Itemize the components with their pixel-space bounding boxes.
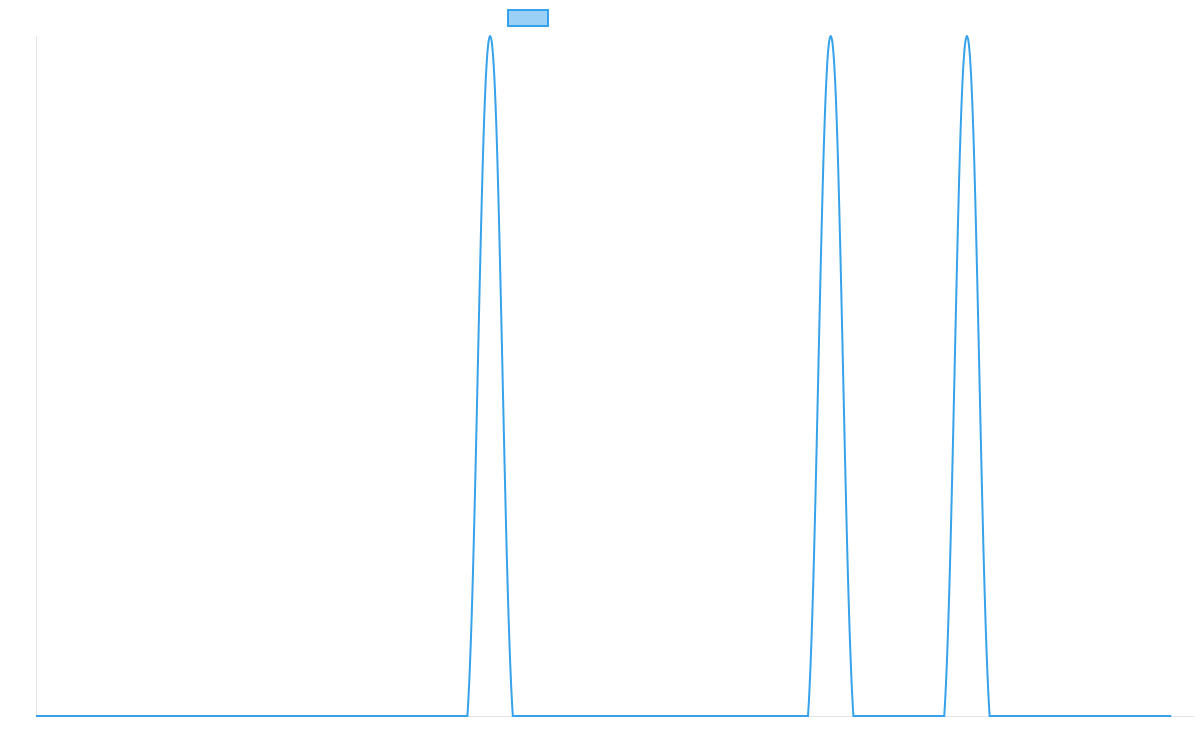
data-point-0-29[interactable] (688, 710, 700, 722)
data-point-0-23[interactable] (552, 710, 564, 722)
data-point-0-22[interactable] (530, 710, 542, 722)
data-point-0-12[interactable] (302, 710, 314, 722)
data-point-0-47[interactable] (1097, 710, 1109, 722)
data-point-0-35[interactable] (825, 30, 837, 42)
data-point-0-24[interactable] (575, 710, 587, 722)
data-point-0-34[interactable] (802, 710, 814, 722)
data-point-0-3[interactable] (98, 710, 110, 722)
data-point-0-36[interactable] (847, 710, 859, 722)
data-point-0-41[interactable] (961, 30, 973, 42)
data-point-0-4[interactable] (121, 710, 133, 722)
data-point-0-49[interactable] (1143, 710, 1155, 722)
data-point-0-1[interactable] (53, 710, 65, 722)
data-point-0-31[interactable] (734, 710, 746, 722)
data-point-0-20[interactable] (484, 30, 496, 42)
data-point-0-26[interactable] (620, 710, 632, 722)
data-point-0-32[interactable] (757, 710, 769, 722)
data-point-0-9[interactable] (234, 710, 246, 722)
data-point-0-43[interactable] (1006, 710, 1018, 722)
legend[interactable] (507, 9, 549, 27)
data-point-0-0[interactable] (30, 710, 42, 722)
data-point-0-30[interactable] (711, 710, 723, 722)
data-point-0-28[interactable] (666, 710, 678, 722)
data-point-0-40[interactable] (938, 710, 950, 722)
data-point-0-37[interactable] (870, 710, 882, 722)
data-point-0-38[interactable] (893, 710, 905, 722)
series-line-0 (36, 34, 1172, 717)
data-point-0-11[interactable] (280, 710, 292, 722)
data-point-0-10[interactable] (257, 710, 269, 722)
data-point-0-13[interactable] (325, 710, 337, 722)
data-point-0-21[interactable] (507, 710, 519, 722)
data-point-0-8[interactable] (212, 710, 224, 722)
data-point-0-7[interactable] (189, 710, 201, 722)
data-point-0-2[interactable] (75, 710, 87, 722)
data-point-0-25[interactable] (598, 710, 610, 722)
data-point-0-19[interactable] (461, 710, 473, 722)
series-layer (30, 30, 1177, 722)
data-point-0-44[interactable] (1029, 710, 1041, 722)
data-point-0-46[interactable] (1074, 710, 1086, 722)
data-point-0-15[interactable] (371, 710, 383, 722)
data-point-0-45[interactable] (1052, 710, 1064, 722)
data-point-0-48[interactable] (1120, 710, 1132, 722)
data-point-0-17[interactable] (416, 710, 428, 722)
data-point-0-6[interactable] (166, 710, 178, 722)
data-point-0-33[interactable] (779, 710, 791, 722)
data-point-0-5[interactable] (144, 710, 156, 722)
data-point-0-39[interactable] (916, 710, 928, 722)
data-point-0-42[interactable] (984, 710, 996, 722)
data-point-0-50[interactable] (1165, 710, 1177, 722)
data-point-0-16[interactable] (393, 710, 405, 722)
legend-swatch[interactable] (507, 9, 549, 27)
data-point-0-14[interactable] (348, 710, 360, 722)
data-point-0-18[interactable] (439, 710, 451, 722)
data-point-0-27[interactable] (643, 710, 655, 722)
